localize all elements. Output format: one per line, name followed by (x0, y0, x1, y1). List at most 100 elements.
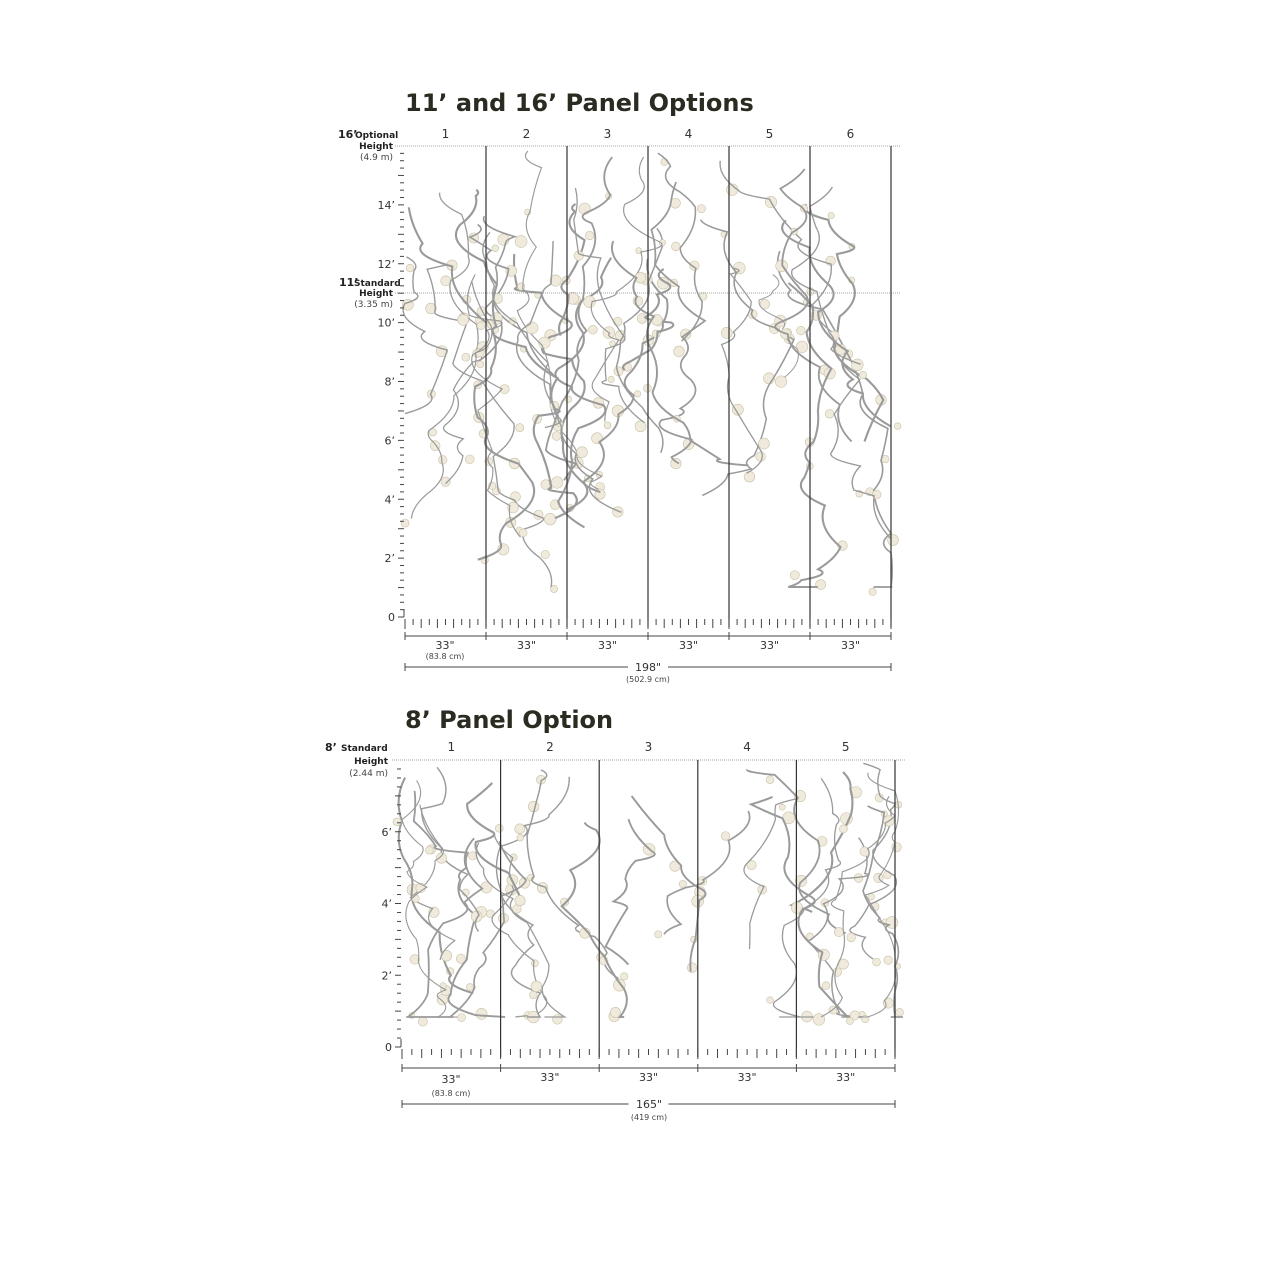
panel-number: 3 (645, 740, 653, 754)
branch (426, 263, 553, 588)
branch (615, 227, 664, 453)
blossom (678, 880, 687, 889)
branch (748, 795, 849, 1018)
blossom (514, 823, 526, 835)
svg-text:Standard: Standard (341, 744, 388, 754)
branch (526, 769, 619, 980)
blossom (766, 996, 774, 1004)
branch (787, 282, 842, 589)
ruler-label: 8’ (385, 376, 396, 389)
panel-number: 5 (842, 740, 850, 754)
branch (862, 805, 904, 1018)
panel-width-metric: (83.8 cm) (432, 1089, 471, 1098)
svg-text:11’: 11’ (339, 276, 359, 289)
blossom (438, 455, 448, 465)
blossom (465, 454, 475, 465)
blossom (440, 275, 452, 287)
ruler-label: 4’ (382, 898, 393, 911)
svg-text:Height: Height (359, 142, 394, 152)
blossom (859, 371, 868, 380)
blossom (476, 360, 485, 369)
blossom (461, 352, 471, 362)
panel-width: 33" (841, 639, 860, 652)
branch (401, 780, 458, 1018)
blossom (591, 432, 603, 445)
blossom (603, 421, 612, 430)
ruler-label: 2’ (385, 552, 396, 565)
ruler-label: 10’ (378, 317, 396, 330)
branch (758, 274, 799, 378)
blossom (791, 901, 803, 914)
branch (402, 256, 449, 415)
branch (746, 768, 847, 935)
blossom (436, 994, 448, 1006)
branch (772, 777, 842, 1018)
blossom (550, 476, 564, 489)
branch (720, 267, 763, 474)
branch (803, 203, 885, 442)
blossom (400, 518, 410, 528)
blossom (824, 409, 835, 419)
blossom (457, 1013, 466, 1022)
blossom (620, 972, 629, 981)
panel-width: 33" (435, 639, 454, 652)
blossom (778, 803, 786, 811)
svg-text:(4.9 m): (4.9 m) (360, 153, 393, 163)
blossom (607, 375, 615, 383)
branch (621, 268, 675, 371)
branch (407, 207, 536, 561)
blossom (746, 860, 757, 871)
branch (466, 782, 525, 906)
svg-text:16’: 16’ (338, 128, 358, 141)
blossom (720, 327, 733, 339)
blossom (731, 403, 744, 416)
panel-number: 4 (685, 127, 693, 141)
branch (663, 810, 751, 935)
panel-number: 2 (546, 740, 554, 754)
branch (788, 771, 854, 913)
branch (807, 837, 870, 1018)
total-width-metric: (502.9 cm) (626, 675, 670, 684)
blossom (827, 212, 835, 220)
branch (482, 215, 555, 376)
branch (630, 795, 707, 972)
branch (583, 258, 669, 494)
blossom (839, 824, 848, 834)
branch (420, 766, 480, 932)
ruler-label: 14’ (378, 199, 396, 212)
blossom (613, 316, 623, 327)
total-width-metric: (419 cm) (631, 1113, 667, 1122)
panel-number: 3 (604, 127, 612, 141)
blossom (425, 302, 437, 315)
branch (604, 818, 656, 966)
title-top: 11’ and 16’ Panel Options (405, 89, 754, 117)
branch (495, 776, 570, 1018)
blossom (494, 823, 504, 833)
blossom (549, 274, 562, 287)
branch (611, 240, 749, 467)
panel-width: 33" (836, 1071, 855, 1084)
panel-width: 33" (679, 639, 698, 652)
standard-height-label-bottom: 8’ Standard Height (2.44 m) (325, 741, 389, 779)
blossom (612, 506, 624, 518)
blossom (455, 953, 466, 964)
branch (512, 254, 589, 511)
ruler-label: 4’ (385, 493, 396, 506)
blossom (588, 324, 598, 335)
blossom (634, 420, 647, 433)
blossom (583, 295, 596, 308)
blossom (411, 894, 420, 903)
ruler-label: 12’ (378, 258, 396, 271)
blossom (882, 997, 894, 1009)
svg-text:Standard: Standard (354, 279, 401, 289)
blossom (466, 983, 474, 991)
blossom (428, 428, 437, 437)
panel-width: 33" (517, 639, 536, 652)
branch (449, 840, 527, 1018)
branch (743, 798, 796, 950)
blossom (795, 340, 809, 353)
blossom (759, 299, 771, 310)
blossom (867, 893, 875, 901)
blossom (516, 834, 524, 842)
blossom (765, 775, 775, 784)
